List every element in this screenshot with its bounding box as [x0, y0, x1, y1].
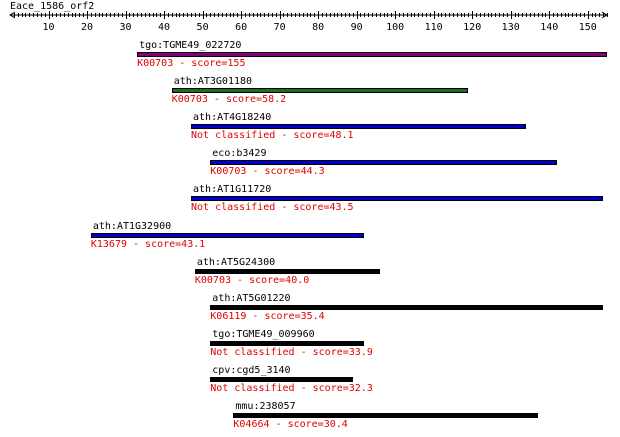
ruler-tick-label: 40	[158, 22, 170, 33]
ruler-tick-label: 150	[579, 22, 597, 33]
ruler-tick-label: 130	[502, 22, 520, 33]
ruler-tick-label: 10	[42, 22, 54, 33]
hit-name[interactable]: cpv:cgd5_3140	[212, 365, 291, 376]
hit-bar[interactable]	[191, 124, 527, 129]
hit-bar[interactable]	[210, 160, 557, 165]
hit-description: K00703 - score=58.2	[171, 94, 287, 105]
ruler-tick-label: 60	[235, 22, 247, 33]
hit-name[interactable]: ath:AT1G11720	[193, 184, 272, 195]
hit-description: K00703 - score=44.3	[210, 166, 325, 177]
hit-name[interactable]: ath:AT4G18240	[193, 112, 272, 123]
hit-bar[interactable]	[90, 233, 365, 238]
hit-bar[interactable]	[210, 341, 365, 346]
hit-description: K06119 - score=35.4	[210, 311, 325, 322]
ruler-tick-label: 20	[81, 22, 93, 33]
hit-bar[interactable]	[233, 413, 538, 418]
ruler-tick-label: 100	[386, 22, 404, 33]
hit-bar[interactable]	[210, 377, 353, 382]
ruler-tick-label: 80	[312, 22, 324, 33]
hit-name[interactable]: ath:AT1G32900	[92, 221, 172, 232]
hit-name[interactable]: tgo:TGME49_022720	[139, 40, 242, 51]
ruler-tick-label: 140	[540, 22, 558, 33]
ruler-tick-label: 110	[425, 22, 443, 33]
hit-name[interactable]: ath:AT5G01220	[212, 293, 291, 304]
ruler-tick-label: 90	[351, 22, 363, 33]
hit-description: Not classified - score=43.5	[191, 202, 354, 213]
hit-name[interactable]: ath:AT3G01180	[173, 76, 253, 87]
hit-description: K00703 - score=40.0	[194, 275, 310, 286]
ruler-left-arrow	[9, 11, 16, 19]
hit-name[interactable]: ath:AT5G24300	[196, 257, 276, 268]
hit-description: Not classified - score=48.1	[191, 130, 354, 141]
hit-name[interactable]: tgo:TGME49_009960	[212, 329, 315, 340]
hit-description: K04664 - score=30.4	[233, 419, 348, 430]
ruler-tick-label: 30	[120, 22, 132, 33]
hit-description: K13679 - score=43.1	[90, 239, 206, 250]
hit-bar[interactable]	[137, 52, 607, 57]
ruler-tick-label: 120	[463, 22, 481, 33]
position-ruler: 10 20 30 40 50 60 70 80 90 100 110 120 130 140 150	[9, 11, 608, 33]
hit-bar[interactable]	[191, 196, 604, 201]
hit-name[interactable]: eco:b3429	[212, 148, 267, 159]
hit-bar[interactable]	[171, 88, 469, 93]
query-title: Eace_1586_orf2	[10, 1, 95, 12]
ruler-tick-label: 70	[274, 22, 286, 33]
hit-description: Not classified - score=32.3	[210, 383, 373, 394]
hit-description: Not classified - score=33.9	[210, 347, 373, 358]
hit-description: K00703 - score=155	[137, 58, 246, 69]
hit-bar[interactable]	[210, 305, 604, 310]
ruler-tick-label: 50	[197, 22, 209, 33]
hit-name[interactable]: mmu:238057	[235, 401, 296, 412]
hit-bar[interactable]	[194, 269, 380, 274]
